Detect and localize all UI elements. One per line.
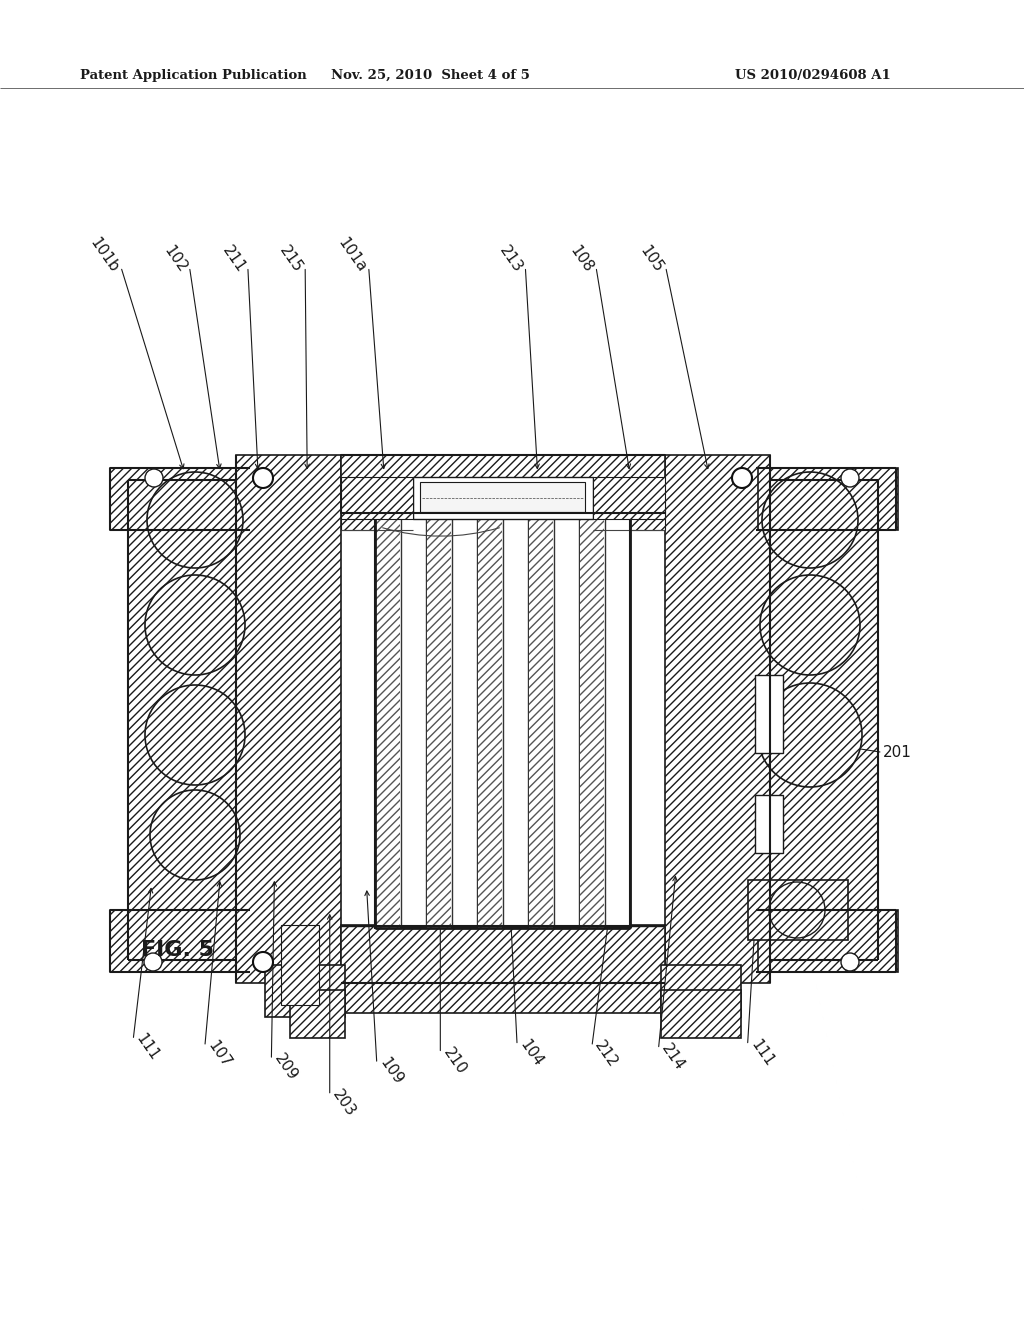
Bar	[662, 990, 741, 1038]
Text: 201: 201	[883, 744, 911, 760]
Bar	[265, 965, 345, 1016]
Bar	[528, 516, 553, 928]
Bar	[341, 455, 665, 513]
Text: 101a: 101a	[335, 235, 369, 276]
Bar	[770, 480, 878, 960]
Text: 213: 213	[497, 243, 525, 276]
Text: 203: 203	[330, 1086, 358, 1119]
Circle shape	[253, 469, 273, 488]
Text: 101b: 101b	[86, 235, 121, 276]
Text: 105: 105	[637, 243, 666, 276]
Text: FIG. 5: FIG. 5	[141, 940, 214, 961]
Bar	[281, 925, 319, 1005]
Circle shape	[841, 953, 859, 972]
Bar	[593, 477, 665, 519]
Bar	[290, 990, 345, 1038]
Circle shape	[147, 473, 243, 568]
Bar	[580, 516, 604, 928]
Text: 111: 111	[748, 1036, 776, 1069]
Text: 214: 214	[658, 1040, 687, 1073]
Bar	[341, 925, 665, 983]
Bar	[662, 965, 741, 1016]
Bar	[341, 506, 413, 531]
Bar	[420, 482, 585, 512]
Text: 211: 211	[219, 243, 248, 276]
Circle shape	[769, 882, 825, 939]
Bar	[376, 516, 400, 928]
Text: 109: 109	[377, 1055, 406, 1088]
Circle shape	[732, 469, 752, 488]
Circle shape	[253, 952, 273, 972]
Circle shape	[762, 473, 858, 568]
Bar	[110, 909, 250, 972]
Bar	[110, 469, 250, 531]
Bar	[413, 477, 593, 519]
Circle shape	[841, 469, 859, 487]
Bar	[593, 506, 665, 531]
Bar	[748, 880, 848, 940]
Circle shape	[145, 469, 163, 487]
Bar	[477, 516, 502, 928]
Circle shape	[760, 576, 860, 675]
Bar	[427, 516, 451, 928]
Bar	[758, 909, 898, 972]
Text: 215: 215	[276, 243, 305, 276]
Bar	[375, 515, 630, 928]
Text: 108: 108	[567, 243, 596, 276]
Text: 210: 210	[440, 1044, 469, 1077]
Circle shape	[144, 953, 162, 972]
Circle shape	[145, 685, 245, 785]
Circle shape	[145, 576, 245, 675]
Text: US 2010/0294608 A1: US 2010/0294608 A1	[735, 69, 891, 82]
Bar	[755, 795, 783, 853]
Text: 212: 212	[592, 1038, 621, 1071]
Text: Nov. 25, 2010  Sheet 4 of 5: Nov. 25, 2010 Sheet 4 of 5	[331, 69, 529, 82]
Text: 104: 104	[517, 1036, 546, 1069]
Bar	[755, 675, 783, 752]
Bar	[665, 455, 770, 983]
Circle shape	[758, 682, 862, 787]
Bar	[758, 469, 898, 531]
Text: 209: 209	[271, 1051, 300, 1084]
Bar	[341, 477, 413, 519]
Text: 102: 102	[161, 243, 189, 276]
Bar	[236, 455, 341, 983]
Text: Patent Application Publication: Patent Application Publication	[80, 69, 306, 82]
Circle shape	[150, 789, 240, 880]
Text: 107: 107	[205, 1038, 233, 1071]
Bar	[341, 983, 665, 1012]
Text: 111: 111	[133, 1031, 162, 1064]
Bar	[128, 480, 236, 960]
